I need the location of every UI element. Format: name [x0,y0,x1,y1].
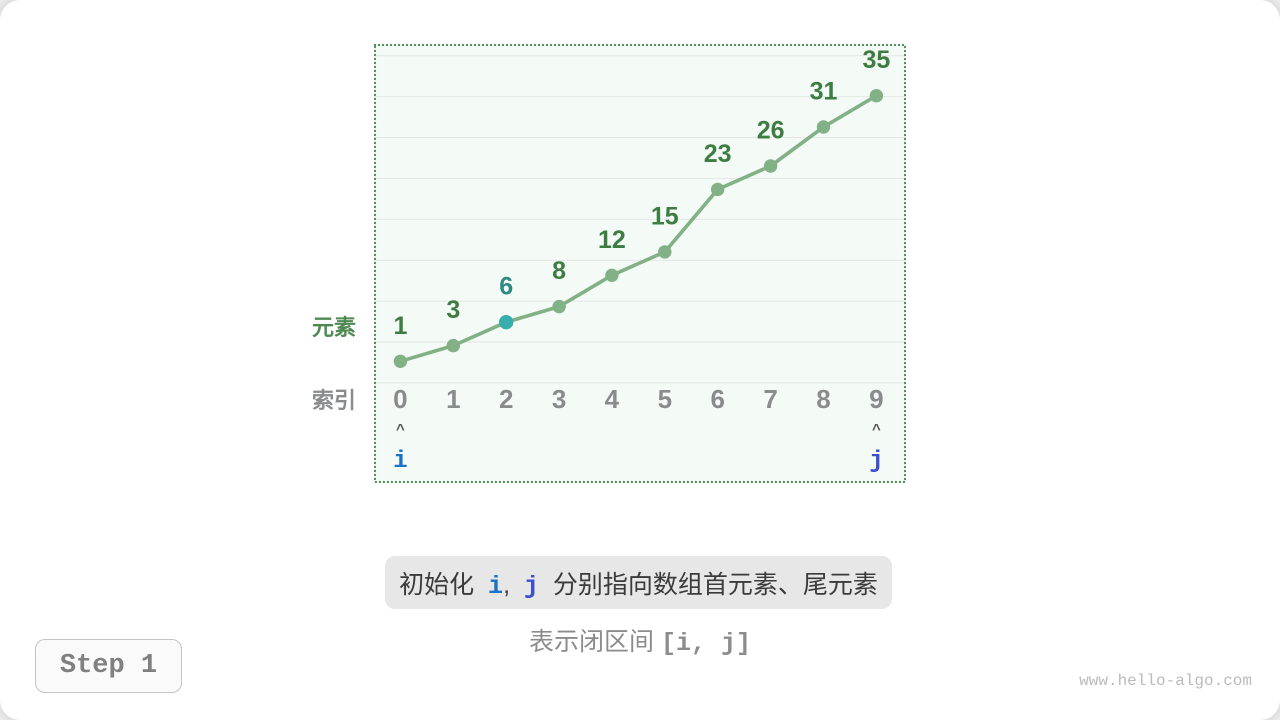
svg-text:7: 7 [763,384,777,414]
svg-text:6: 6 [710,384,724,414]
svg-text:23: 23 [704,140,732,168]
svg-text:^: ^ [396,421,405,438]
svg-text:^: ^ [872,421,881,438]
svg-text:i: i [393,448,407,475]
svg-text:4: 4 [605,384,620,414]
svg-text:31: 31 [810,78,838,106]
svg-text:26: 26 [757,117,785,145]
svg-text:1: 1 [446,384,460,414]
svg-text:索引: 索引 [312,388,356,413]
svg-text:8: 8 [552,257,566,285]
svg-text:12: 12 [598,226,626,254]
svg-text:1: 1 [393,312,407,340]
svg-text:5: 5 [658,384,672,414]
svg-text:8: 8 [816,384,830,414]
svg-text:j: j [869,448,883,475]
svg-text:6: 6 [499,273,513,301]
svg-text:35: 35 [862,46,890,74]
svg-text:2: 2 [499,384,513,414]
svg-text:0: 0 [393,384,407,414]
svg-text:15: 15 [651,202,679,230]
svg-text:3: 3 [552,384,566,414]
svg-text:3: 3 [446,296,460,324]
svg-text:9: 9 [869,384,883,414]
svg-text:元素: 元素 [312,315,356,340]
